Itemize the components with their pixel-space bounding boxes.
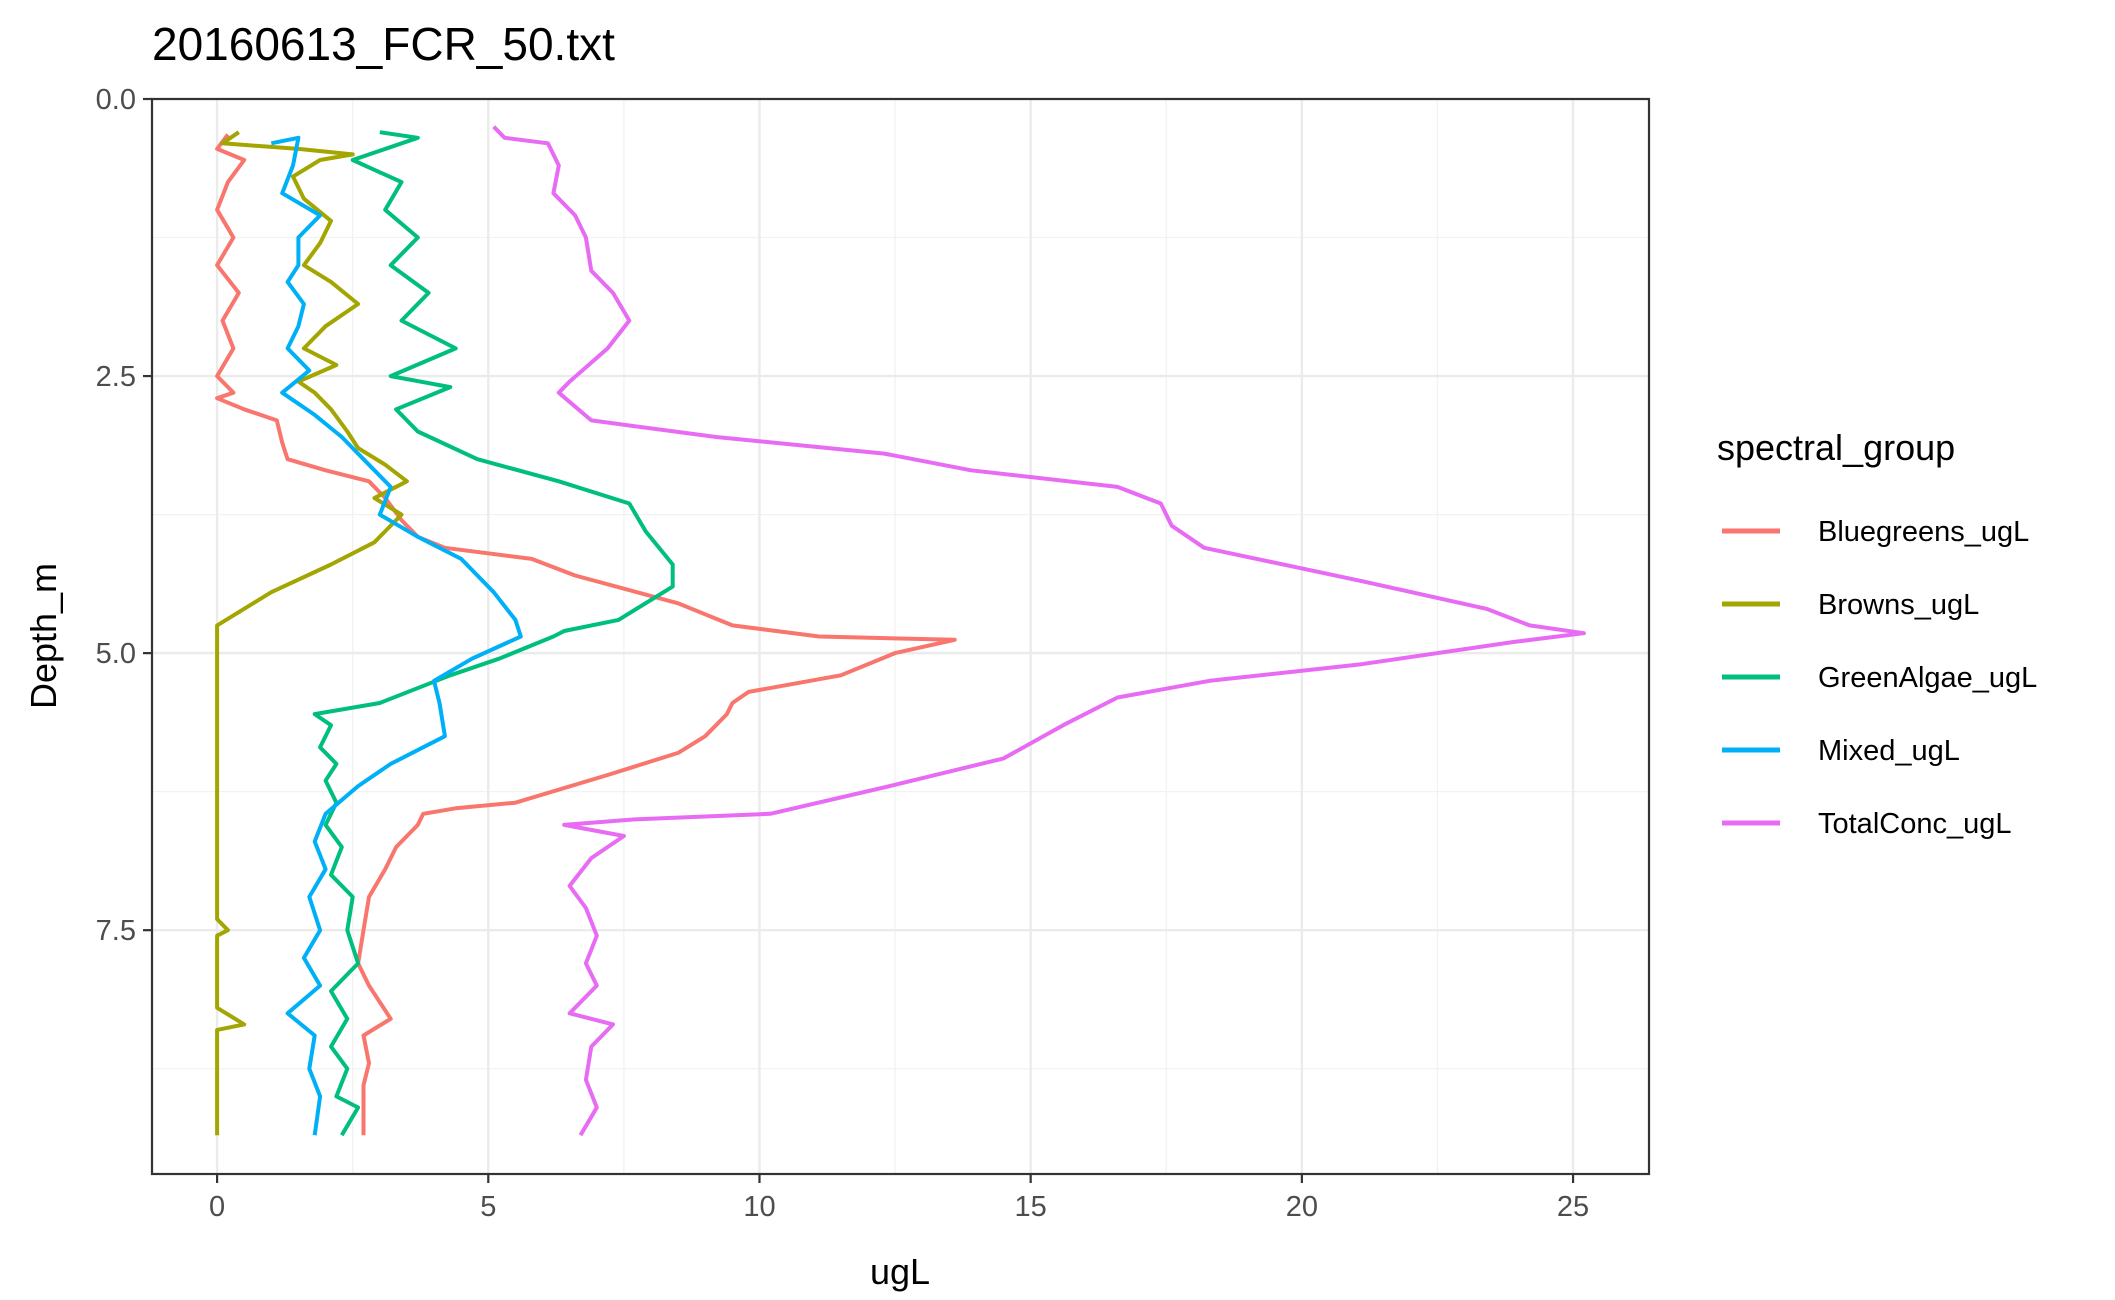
x-axis-title: ugL	[870, 1251, 930, 1292]
series-lines	[215, 125, 1586, 1137]
x-tick-label: 25	[1557, 1191, 1589, 1223]
series-line-bluegreens-ugl	[215, 133, 957, 1136]
x-tick-label: 20	[1286, 1191, 1318, 1223]
series-line-totalconc-ugl	[492, 125, 1586, 1137]
legend-items: Bluegreens_ugL Browns_ugL GreenAlgae_ugL Mi…	[1722, 516, 2037, 840]
y-tick-label: 5.0	[96, 638, 136, 670]
y-axis-title: Depth_m	[23, 563, 64, 709]
legend-label: GreenAlgae_ugL	[1818, 662, 2037, 694]
x-axis: 0 5 10 15 20 25	[209, 1174, 1589, 1223]
legend-label: Browns_ugL	[1818, 589, 1979, 621]
y-tick-label: 2.5	[96, 361, 136, 393]
chart-title: 20160613_FCR_50.txt	[152, 18, 615, 70]
y-tick-label: 0.0	[96, 84, 136, 116]
legend-title: spectral_group	[1717, 427, 1955, 468]
y-tick-label: 7.5	[96, 915, 136, 947]
x-tick-label: 5	[480, 1191, 496, 1223]
series-line-browns-ugl	[215, 130, 409, 1136]
legend: spectral_group Bluegreens_ugL Browns_ugL G…	[1717, 427, 2037, 840]
legend-label: Bluegreens_ugL	[1818, 516, 2029, 548]
legend-label: TotalConc_ugL	[1818, 808, 2011, 840]
x-tick-label: 15	[1015, 1191, 1047, 1223]
series-line-mixed-ugl	[270, 135, 523, 1136]
legend-label: Mixed_ugL	[1818, 735, 1960, 767]
y-axis: 0.0 2.5 5.0 7.5	[96, 84, 152, 947]
x-tick-label: 0	[209, 1191, 225, 1223]
x-tick-label: 10	[743, 1191, 775, 1223]
plot-panel-border	[150, 97, 1651, 1176]
series-line-greenalgae-ugl	[312, 130, 675, 1137]
grid-minor	[152, 99, 1649, 1174]
